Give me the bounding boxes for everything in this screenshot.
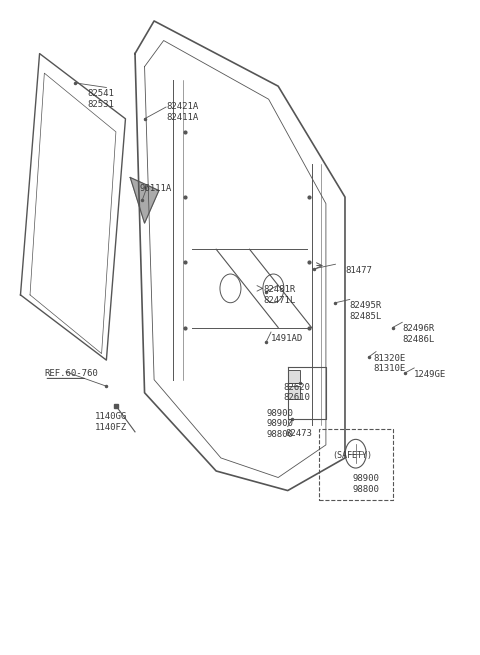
Text: 82496R
82486L: 82496R 82486L xyxy=(402,324,434,344)
Text: 82495R
82485L: 82495R 82485L xyxy=(350,301,382,321)
FancyBboxPatch shape xyxy=(288,370,300,383)
Text: 82421A
82411A: 82421A 82411A xyxy=(166,102,198,122)
Text: 96111A: 96111A xyxy=(140,184,172,193)
Text: 98900
98800: 98900 98800 xyxy=(352,474,379,494)
Polygon shape xyxy=(130,178,159,223)
Text: 82620
82610: 82620 82610 xyxy=(283,383,310,402)
Text: 82481R
82471L: 82481R 82471L xyxy=(264,285,296,305)
Text: 81320E
81310E: 81320E 81310E xyxy=(373,354,406,373)
Text: 82541
82531: 82541 82531 xyxy=(87,90,114,109)
Text: (SAFETY): (SAFETY) xyxy=(332,451,372,460)
Text: 1491AD: 1491AD xyxy=(271,334,303,343)
FancyBboxPatch shape xyxy=(288,386,300,400)
Text: 98900
98900
98800: 98900 98900 98800 xyxy=(266,409,293,439)
Text: 81477: 81477 xyxy=(345,265,372,274)
Text: 1140GG
1140FZ: 1140GG 1140FZ xyxy=(95,412,127,432)
Text: 82473: 82473 xyxy=(285,428,312,438)
FancyBboxPatch shape xyxy=(319,428,393,500)
Text: 1249GE: 1249GE xyxy=(414,370,446,379)
Text: REF.60-760: REF.60-760 xyxy=(44,369,98,378)
